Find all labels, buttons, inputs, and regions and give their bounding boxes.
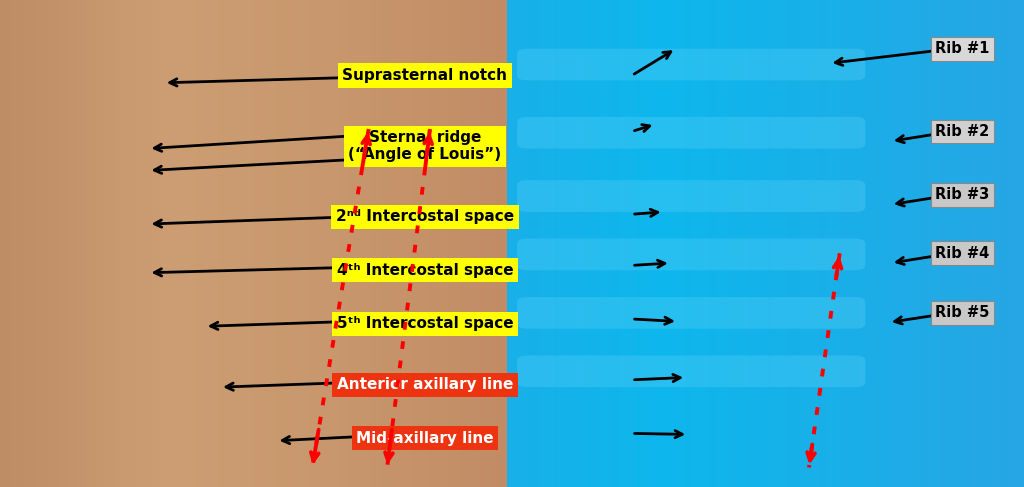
Bar: [0, 0, 507, 487]
Text: Rib #5: Rib #5: [935, 305, 990, 320]
Text: Rib #3: Rib #3: [936, 187, 989, 202]
Text: Rib #4: Rib #4: [936, 246, 989, 261]
Text: Suprasternal notch: Suprasternal notch: [342, 68, 508, 83]
Text: Sternal ridge
(“Angle of Louis”): Sternal ridge (“Angle of Louis”): [348, 130, 502, 162]
Bar: [507, 0, 1024, 487]
FancyBboxPatch shape: [517, 239, 865, 270]
Text: Mid-axillary line: Mid-axillary line: [356, 431, 494, 446]
Text: Anterior axillary line: Anterior axillary line: [337, 377, 513, 392]
Text: Rib #1: Rib #1: [935, 41, 990, 56]
FancyBboxPatch shape: [517, 117, 865, 149]
FancyBboxPatch shape: [517, 49, 865, 80]
FancyBboxPatch shape: [517, 180, 865, 212]
FancyBboxPatch shape: [517, 356, 865, 387]
Text: 2ⁿᵈ Intercostal space: 2ⁿᵈ Intercostal space: [336, 209, 514, 224]
FancyBboxPatch shape: [517, 297, 865, 329]
Text: 4ᵗʰ Intercostal space: 4ᵗʰ Intercostal space: [337, 263, 513, 278]
Text: Rib #2: Rib #2: [936, 124, 989, 139]
Text: 5ᵗʰ Intercostal space: 5ᵗʰ Intercostal space: [337, 317, 513, 331]
